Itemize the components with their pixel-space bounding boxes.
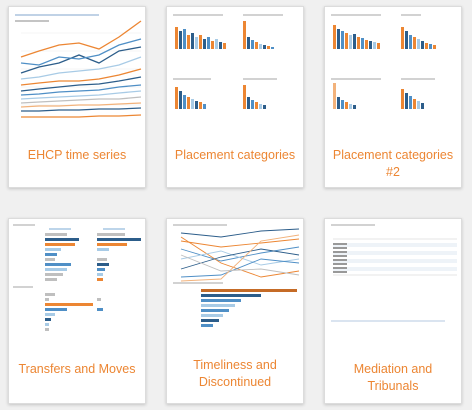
- card-label: Placement categories #2: [332, 148, 454, 179]
- card-label: Placement categories: [174, 148, 296, 162]
- card-label: EHCP time series: [27, 148, 127, 162]
- card-label: Mediation and Tribunals: [353, 362, 433, 393]
- card-mediation-and-tribunals[interactable]: Mediation and Tribunals: [324, 218, 462, 404]
- transfers-and-moves-thumbnail: [13, 224, 141, 331]
- timeliness-and-discontinued-thumbnail: [173, 224, 300, 327]
- card-transfers-and-moves[interactable]: Transfers and Moves: [8, 218, 146, 404]
- placement-categories-thumbnail: [173, 14, 283, 109]
- card-ehcp-time-series[interactable]: EHCP time series: [8, 6, 146, 188]
- card-label: Transfers and Moves: [18, 362, 136, 376]
- card-placement-categories[interactable]: Placement categories: [166, 6, 304, 188]
- card-placement-categories-2[interactable]: Placement categories #2: [324, 6, 462, 188]
- mediation-and-tribunals-thumbnail: [331, 224, 457, 322]
- ehcp-time-series-thumbnail: [15, 14, 142, 118]
- card-timeliness-and-discontinued[interactable]: Timeliness and Discontinued: [166, 218, 304, 404]
- card-label: Timeliness and Discontinued: [193, 358, 277, 389]
- placement-categories-2-thumbnail: [331, 14, 436, 109]
